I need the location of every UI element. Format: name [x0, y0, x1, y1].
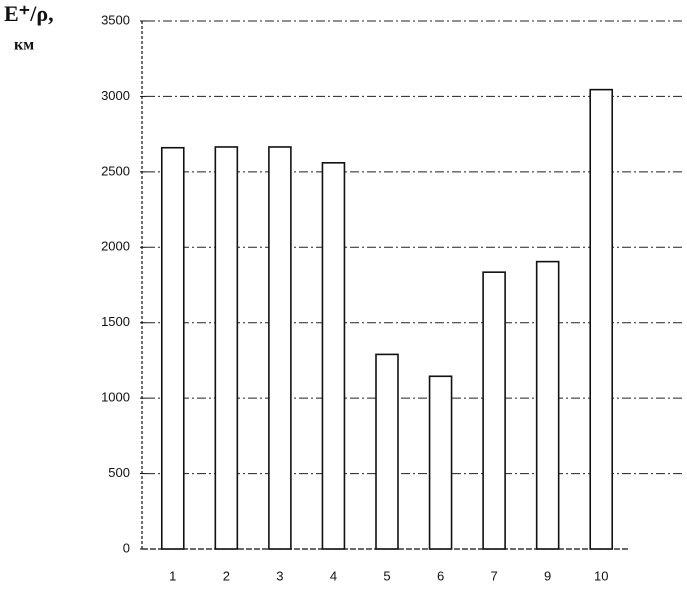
- y-tick-label: 2000: [101, 239, 130, 254]
- x-tick-label: 1: [169, 568, 176, 583]
- y-tick-label: 1500: [101, 314, 130, 329]
- x-tick-label: 4: [330, 568, 337, 583]
- y-axis-unit: км: [14, 37, 34, 54]
- bar: [589, 88, 614, 550]
- bar: [268, 146, 292, 550]
- bar: [160, 146, 185, 550]
- x-tick-label: 6: [437, 568, 444, 583]
- bar: [428, 375, 453, 550]
- bar: [214, 146, 239, 550]
- x-tick-label: 10: [594, 568, 608, 583]
- x-tick-label: 7: [490, 568, 497, 583]
- y-tick-label: 3000: [101, 88, 130, 103]
- y-tick-label: 1000: [101, 390, 130, 405]
- x-tick-label: 2: [223, 568, 230, 583]
- y-tick-label: 3500: [101, 12, 130, 27]
- bar: [482, 271, 506, 550]
- x-tick-label: 9: [544, 568, 551, 583]
- y-axis-label: E⁺/ρ,: [4, 1, 54, 26]
- x-tick-label: 5: [383, 568, 390, 583]
- bar: [321, 162, 346, 550]
- x-tick-label: 3: [276, 568, 283, 583]
- y-tick-label: 2500: [101, 163, 130, 178]
- y-tick-label: 0: [123, 540, 130, 555]
- bar: [535, 260, 560, 550]
- y-tick-label: 500: [108, 465, 130, 480]
- bar: [375, 353, 399, 550]
